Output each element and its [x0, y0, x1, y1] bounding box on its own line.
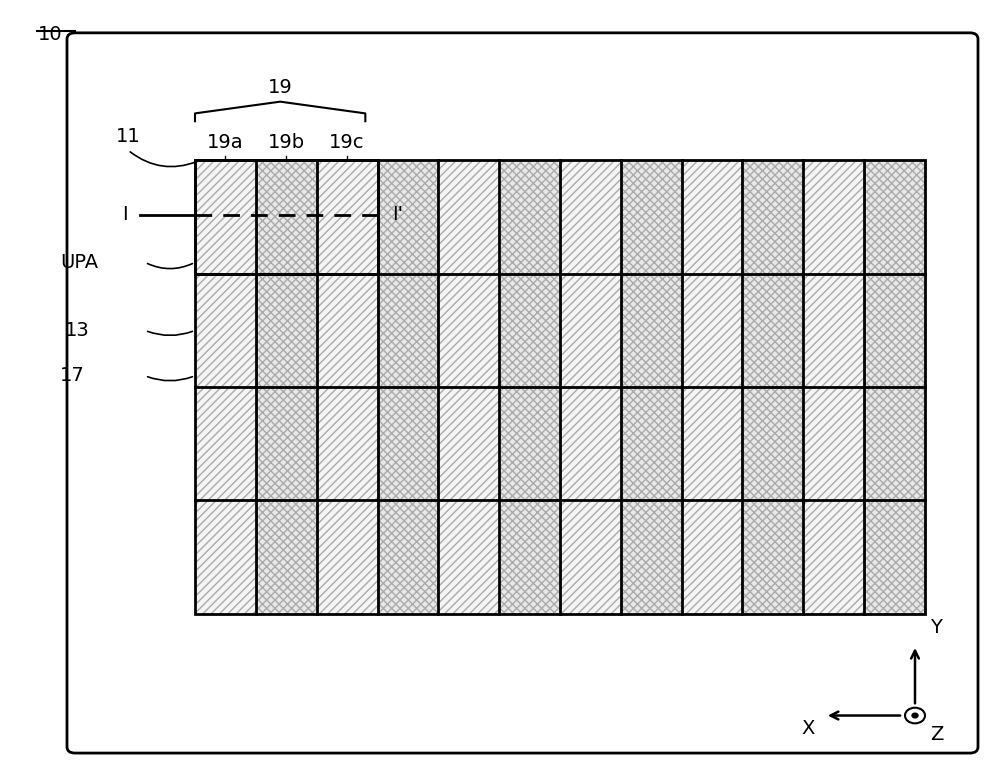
Bar	[317, 500, 378, 614]
Bar	[803, 387, 864, 500]
Bar	[499, 274, 560, 387]
Text: 19c: 19c	[329, 134, 365, 152]
Bar	[621, 500, 682, 614]
Text: Z: Z	[930, 725, 943, 744]
Bar	[560, 160, 621, 274]
Bar	[438, 274, 499, 387]
Bar	[499, 160, 560, 274]
Bar	[803, 500, 864, 614]
Bar	[742, 274, 803, 387]
Circle shape	[912, 713, 918, 718]
Bar	[378, 274, 438, 387]
Bar	[378, 387, 438, 500]
Text: 13: 13	[65, 321, 90, 340]
Bar	[560, 274, 621, 387]
Text: X: X	[802, 719, 815, 738]
Bar	[195, 387, 256, 500]
Bar	[682, 160, 742, 274]
Bar	[438, 500, 499, 614]
Bar	[742, 387, 803, 500]
Bar	[378, 160, 438, 274]
Text: 17: 17	[60, 366, 85, 386]
Bar	[317, 274, 378, 387]
Bar	[560, 500, 621, 614]
Bar	[742, 500, 803, 614]
Text: UPA: UPA	[60, 253, 98, 272]
Bar	[195, 160, 256, 274]
Bar	[864, 500, 925, 614]
Bar	[803, 160, 864, 274]
Bar	[803, 274, 864, 387]
Bar	[256, 387, 317, 500]
FancyBboxPatch shape	[67, 33, 978, 753]
Text: 19: 19	[268, 78, 293, 97]
Bar	[499, 387, 560, 500]
Bar	[682, 500, 742, 614]
Text: 19b: 19b	[268, 134, 305, 152]
Bar	[438, 387, 499, 500]
Bar	[742, 160, 803, 274]
Bar	[195, 500, 256, 614]
Bar	[560, 387, 621, 500]
Bar	[195, 160, 378, 274]
Bar	[256, 160, 317, 274]
Bar	[682, 274, 742, 387]
Bar	[256, 274, 317, 387]
Text: 11: 11	[116, 127, 140, 146]
Text: 10: 10	[38, 25, 63, 44]
Bar	[317, 387, 378, 500]
Text: Y: Y	[930, 619, 942, 637]
Text: 19a: 19a	[207, 134, 244, 152]
Bar	[682, 387, 742, 500]
Bar	[864, 274, 925, 387]
Bar	[499, 500, 560, 614]
Text: I': I'	[392, 205, 404, 224]
Bar	[621, 274, 682, 387]
Bar	[864, 387, 925, 500]
Bar	[195, 160, 925, 614]
Text: I: I	[122, 205, 128, 224]
Bar	[621, 387, 682, 500]
Bar	[317, 160, 378, 274]
Bar	[256, 500, 317, 614]
Bar	[621, 160, 682, 274]
Bar	[378, 500, 438, 614]
Bar	[438, 160, 499, 274]
Bar	[864, 160, 925, 274]
Bar	[195, 274, 256, 387]
